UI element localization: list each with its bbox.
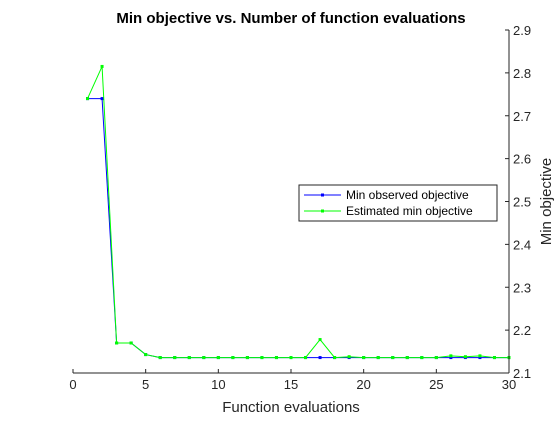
data-point-observed	[478, 356, 482, 360]
data-point-estimated	[463, 355, 467, 359]
x-tick-label: 10	[211, 377, 225, 392]
data-point-estimated	[202, 356, 206, 360]
data-point-estimated	[347, 355, 351, 359]
series-line-estimated	[87, 66, 509, 359]
y-tick-label: 2.2	[513, 323, 531, 338]
data-point-estimated	[274, 356, 278, 360]
y-axis-title: Min objective	[538, 158, 555, 246]
data-point-estimated	[158, 356, 162, 360]
legend-box	[298, 184, 498, 222]
x-axis-title: Function evaluations	[222, 399, 360, 416]
data-point-estimated	[187, 356, 191, 360]
data-point-estimated	[492, 356, 496, 360]
data-point-estimated	[216, 356, 220, 360]
data-point-estimated	[304, 356, 308, 360]
chart-title: Min objective vs. Number of function eva…	[116, 10, 465, 27]
y-tick-label: 2.3	[513, 280, 531, 295]
data-point-estimated	[86, 97, 90, 101]
data-point-estimated	[391, 356, 395, 360]
x-tick-label: 0	[69, 377, 76, 392]
data-point-observed	[449, 356, 453, 360]
y-tick-label: 2.4	[513, 237, 531, 252]
data-point-estimated	[434, 356, 438, 360]
x-tick-label: 15	[284, 377, 298, 392]
data-point-estimated	[144, 353, 148, 357]
legend-label-observed: Min observed objective	[346, 188, 469, 202]
y-tick-label: 2.9	[513, 23, 531, 38]
data-point-estimated	[478, 354, 482, 358]
y-tick-label: 2.7	[513, 109, 531, 124]
data-point-estimated	[289, 356, 293, 360]
data-point-estimated	[333, 356, 337, 360]
data-point-estimated	[376, 356, 380, 360]
x-tick-label: 30	[502, 377, 516, 392]
legend-label-estimated: Estimated min objective	[346, 204, 473, 218]
y-axis: 2.1 2.2 2.3 2.4 2.5 2.6 2.7 2.8 2.9	[505, 23, 531, 381]
data-point-estimated	[405, 356, 409, 360]
legend: Min observed objective Estimated min obj…	[298, 184, 498, 222]
data-point-estimated	[449, 354, 453, 358]
legend-entry-estimated: Estimated min objective	[304, 204, 473, 218]
data-point-estimated	[173, 356, 177, 360]
data-point-estimated	[231, 356, 235, 360]
x-tick-label: 5	[142, 377, 149, 392]
data-point-estimated	[362, 356, 366, 360]
x-tick-label: 25	[429, 377, 443, 392]
data-point-observed	[318, 356, 322, 360]
y-tick-label: 2.8	[513, 66, 531, 81]
y-tick-label: 2.6	[513, 152, 531, 167]
data-point-estimated	[260, 356, 264, 360]
data-point-estimated	[318, 338, 322, 342]
data-point-estimated	[100, 64, 104, 68]
x-axis: 0 5 10 15 20 25 30	[69, 369, 516, 392]
legend-marker-estimated	[321, 209, 324, 213]
legend-entry-observed: Min observed objective	[304, 188, 469, 202]
data-point-estimated	[129, 341, 133, 345]
data-point-observed	[100, 97, 104, 101]
y-tick-label: 2.1	[513, 366, 531, 381]
x-tick-label: 20	[356, 377, 370, 392]
data-point-estimated	[245, 356, 249, 360]
legend-marker-observed	[321, 193, 324, 197]
y-tick-label: 2.5	[513, 195, 531, 210]
data-point-estimated	[420, 356, 424, 360]
data-point-estimated	[115, 341, 119, 345]
